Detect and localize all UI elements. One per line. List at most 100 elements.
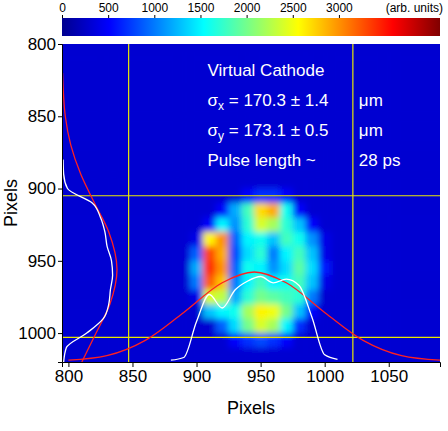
colorbar-tick-label: 2000 bbox=[234, 1, 261, 15]
heatmap-cell bbox=[344, 290, 357, 305]
heatmap-cell bbox=[382, 174, 395, 189]
heatmap-cell bbox=[370, 290, 383, 305]
heatmap-cell bbox=[139, 44, 152, 59]
heatmap-cell bbox=[344, 319, 357, 334]
heatmap-cell bbox=[370, 261, 383, 276]
heatmap-cell bbox=[395, 203, 408, 218]
heatmap-cell bbox=[421, 203, 434, 218]
heatmap-cell bbox=[100, 145, 113, 160]
heatmap-cell bbox=[165, 290, 178, 305]
heatmap-cell bbox=[165, 174, 178, 189]
annotation-text: Virtual Cathode bbox=[208, 61, 325, 80]
heatmap-cell bbox=[203, 44, 216, 59]
heatmap-cell bbox=[370, 58, 383, 73]
heatmap-cell bbox=[293, 261, 306, 276]
crosshair-line bbox=[352, 44, 353, 362]
heatmap-cell bbox=[203, 319, 216, 334]
heatmap-cell bbox=[229, 333, 242, 348]
heatmap-cell bbox=[318, 145, 331, 160]
heatmap-cell bbox=[139, 217, 152, 232]
heatmap-cell bbox=[254, 348, 267, 362]
heatmap-cell bbox=[241, 348, 254, 362]
heatmap-cell bbox=[100, 160, 113, 175]
heatmap-cell bbox=[152, 145, 165, 160]
heatmap-cell bbox=[421, 304, 434, 319]
colorbar-tick: 1000 bbox=[141, 1, 168, 18]
heatmap-cell bbox=[62, 58, 75, 73]
heatmap-cell bbox=[75, 145, 88, 160]
heatmap-cell bbox=[267, 246, 280, 261]
heatmap-cell bbox=[75, 160, 88, 175]
heatmap-cell bbox=[241, 333, 254, 348]
annotation-unit: μm bbox=[359, 91, 383, 110]
colorbar-tick-label: 500 bbox=[99, 1, 119, 15]
heatmap-cell bbox=[241, 44, 254, 59]
heatmap-cell bbox=[408, 290, 421, 305]
heatmap-cell bbox=[395, 44, 408, 59]
heatmap-cell bbox=[254, 304, 267, 319]
heatmap-cell bbox=[139, 145, 152, 160]
heatmap-cell bbox=[203, 261, 216, 276]
heatmap-cell bbox=[421, 261, 434, 276]
heatmap-cell bbox=[408, 333, 421, 348]
heatmap-cell bbox=[139, 348, 152, 362]
heatmap-cell bbox=[370, 304, 383, 319]
heatmap-cell bbox=[254, 333, 267, 348]
heatmap-cell bbox=[434, 304, 440, 319]
heatmap-cell bbox=[267, 174, 280, 189]
heatmap-cell bbox=[165, 217, 178, 232]
heatmap-cell bbox=[305, 261, 318, 276]
heatmap-cell bbox=[357, 44, 370, 59]
heatmap-cell bbox=[165, 44, 178, 59]
heatmap-cell bbox=[88, 261, 101, 276]
heatmap-cell bbox=[62, 217, 75, 232]
heatmap-cell bbox=[75, 261, 88, 276]
y-tick-label: 800 bbox=[28, 35, 56, 54]
heatmap-cell bbox=[177, 232, 190, 247]
heatmap-cell bbox=[280, 217, 293, 232]
heatmap-cell bbox=[421, 87, 434, 102]
heatmap-cell bbox=[75, 232, 88, 247]
colorbar-tick-mark bbox=[339, 15, 340, 18]
heatmap-cell bbox=[305, 44, 318, 59]
heatmap-cell bbox=[382, 102, 395, 117]
heatmap-cell bbox=[280, 319, 293, 334]
y-tick-label: 1000 bbox=[18, 324, 56, 343]
heatmap-cell bbox=[344, 232, 357, 247]
heatmap-cell bbox=[357, 58, 370, 73]
heatmap-cell bbox=[344, 246, 357, 261]
heatmap-cell bbox=[331, 131, 344, 146]
heatmap-cell bbox=[344, 160, 357, 175]
heatmap-cell bbox=[100, 203, 113, 218]
heatmap-cell bbox=[331, 246, 344, 261]
heatmap-cell bbox=[113, 44, 126, 59]
heatmap-cell bbox=[241, 290, 254, 305]
heatmap-cell bbox=[139, 261, 152, 276]
heatmap-cell bbox=[62, 203, 75, 218]
heatmap-cell bbox=[344, 145, 357, 160]
x-tick-label: 1050 bbox=[370, 367, 408, 386]
heatmap-cell bbox=[344, 116, 357, 131]
heatmap-cell bbox=[100, 174, 113, 189]
heatmap-cell bbox=[421, 116, 434, 131]
heatmap-cell bbox=[62, 319, 75, 334]
heatmap-cell bbox=[152, 73, 165, 88]
heatmap-cell bbox=[331, 87, 344, 102]
heatmap-cell bbox=[241, 232, 254, 247]
heatmap-cell bbox=[190, 203, 203, 218]
heatmap-cell bbox=[434, 203, 440, 218]
x-tick-label: 900 bbox=[183, 367, 211, 386]
heatmap-cell bbox=[421, 290, 434, 305]
heatmap-cell bbox=[75, 246, 88, 261]
heatmap-cell bbox=[203, 333, 216, 348]
heatmap-cell bbox=[113, 160, 126, 175]
heatmap-cell bbox=[113, 217, 126, 232]
heatmap-cell bbox=[190, 246, 203, 261]
heatmap-cell bbox=[421, 160, 434, 175]
x-profile-fit bbox=[68, 272, 440, 360]
heatmap-cell bbox=[88, 160, 101, 175]
heatmap-cell bbox=[305, 174, 318, 189]
heatmap-cell bbox=[203, 246, 216, 261]
x-tick: 800 bbox=[55, 362, 83, 386]
heatmap-cell bbox=[395, 246, 408, 261]
